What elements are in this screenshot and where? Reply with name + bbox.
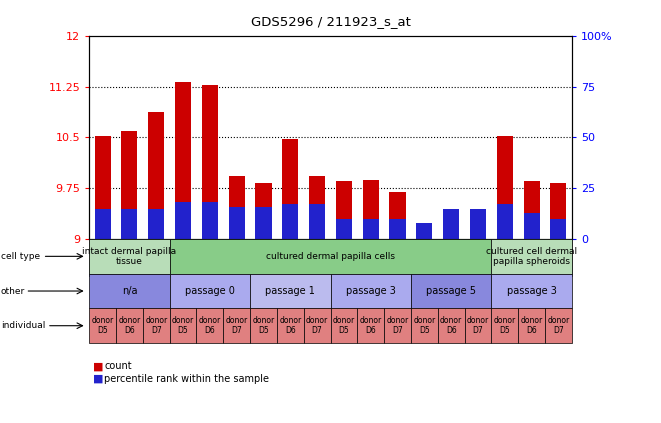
Text: percentile rank within the sample: percentile rank within the sample: [104, 374, 270, 384]
Text: n/a: n/a: [122, 286, 137, 296]
Bar: [389, 219, 406, 239]
Text: donor
D5: donor D5: [172, 316, 194, 335]
Bar: [551, 184, 566, 239]
Bar: [336, 181, 352, 239]
Bar: [524, 213, 539, 239]
Text: donor
D6: donor D6: [520, 316, 543, 335]
Bar: [416, 223, 432, 239]
Bar: [496, 204, 513, 239]
Text: ■: ■: [93, 361, 103, 371]
Bar: [175, 82, 191, 239]
Text: passage 5: passage 5: [426, 286, 476, 296]
Bar: [470, 236, 486, 239]
Text: donor
D5: donor D5: [413, 316, 436, 335]
Text: cultured dermal papilla cells: cultured dermal papilla cells: [266, 252, 395, 261]
Bar: [255, 184, 272, 239]
Bar: [336, 219, 352, 239]
Text: individual: individual: [1, 321, 45, 330]
Text: donor
D7: donor D7: [225, 316, 248, 335]
Bar: [122, 209, 137, 239]
Text: intact dermal papilla
tissue: intact dermal papilla tissue: [83, 247, 176, 266]
Bar: [389, 192, 406, 239]
Bar: [95, 209, 110, 239]
Text: cell type: cell type: [1, 252, 40, 261]
Bar: [470, 209, 486, 239]
Text: donor
D7: donor D7: [467, 316, 489, 335]
Bar: [122, 131, 137, 239]
Bar: [363, 180, 379, 239]
Text: donor
D7: donor D7: [145, 316, 167, 335]
Text: donor
D5: donor D5: [253, 316, 274, 335]
Text: count: count: [104, 361, 132, 371]
Bar: [443, 233, 459, 239]
Text: cultured cell dermal
papilla spheroids: cultured cell dermal papilla spheroids: [486, 247, 577, 266]
Text: GDS5296 / 211923_s_at: GDS5296 / 211923_s_at: [251, 15, 410, 28]
Text: donor
D6: donor D6: [199, 316, 221, 335]
Bar: [229, 206, 245, 239]
Text: passage 0: passage 0: [185, 286, 235, 296]
Text: donor
D7: donor D7: [387, 316, 408, 335]
Bar: [202, 85, 218, 239]
Text: donor
D7: donor D7: [547, 316, 570, 335]
Bar: [148, 209, 165, 239]
Bar: [309, 176, 325, 239]
Bar: [363, 219, 379, 239]
Bar: [551, 219, 566, 239]
Text: other: other: [1, 286, 25, 296]
Text: donor
D6: donor D6: [440, 316, 462, 335]
Bar: [416, 234, 432, 239]
Bar: [202, 203, 218, 239]
Bar: [282, 204, 298, 239]
Text: donor
D5: donor D5: [91, 316, 114, 335]
Text: donor
D6: donor D6: [279, 316, 301, 335]
Text: donor
D7: donor D7: [306, 316, 329, 335]
Bar: [282, 139, 298, 239]
Text: donor
D6: donor D6: [118, 316, 141, 335]
Text: donor
D5: donor D5: [332, 316, 355, 335]
Text: donor
D6: donor D6: [360, 316, 382, 335]
Bar: [443, 209, 459, 239]
Text: passage 1: passage 1: [265, 286, 315, 296]
Bar: [229, 176, 245, 239]
Bar: [95, 136, 110, 239]
Bar: [255, 206, 272, 239]
Text: passage 3: passage 3: [506, 286, 557, 296]
Text: donor
D5: donor D5: [494, 316, 516, 335]
Bar: [496, 136, 513, 239]
Text: passage 3: passage 3: [346, 286, 396, 296]
Bar: [309, 204, 325, 239]
Bar: [175, 203, 191, 239]
Bar: [148, 112, 165, 239]
Text: ■: ■: [93, 374, 103, 384]
Bar: [524, 181, 539, 239]
